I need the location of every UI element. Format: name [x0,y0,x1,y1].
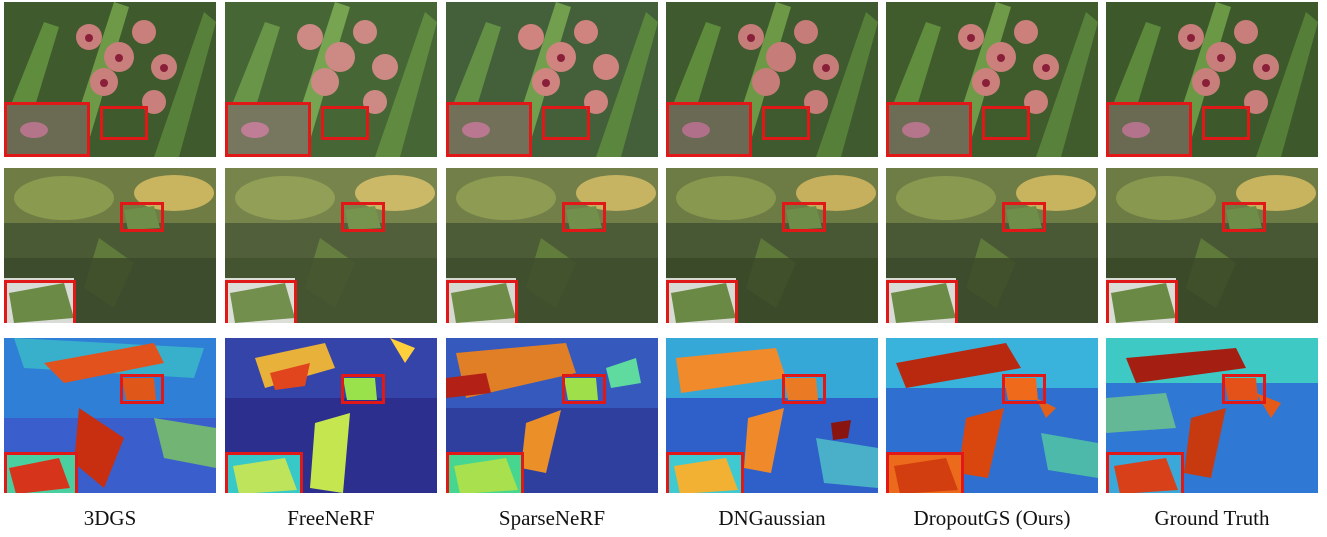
roi-box [782,374,826,404]
leaves-render-sparsenerf [446,168,658,323]
roi-box [762,106,810,140]
leaves-ground-truth [1106,168,1318,323]
zoom-inset [1106,452,1184,493]
zoom-inset [1106,280,1178,323]
orchids-render-sparsenerf [446,2,658,157]
roi-box [341,374,385,404]
zoom-inset [666,280,738,323]
leaves-render-freenerf [225,168,437,323]
roi-box [542,106,590,140]
roi-box [1222,374,1266,404]
orchids-ground-truth [1106,2,1318,157]
orchids-render-dropoutgs [886,2,1098,157]
zoom-inset [225,280,297,323]
roi-box [1002,374,1046,404]
method-label-sparsenerf: SparseNeRF [498,506,606,530]
roi-box [120,202,164,232]
orchids-render-freenerf [225,2,437,157]
method-label-dngaussian: DNGaussian [718,506,826,530]
zoom-inset [4,452,78,493]
leaves-render-dngaussian [666,168,878,323]
roi-box [1202,106,1250,140]
zoom-inset [666,102,752,157]
roi-box [1002,202,1046,232]
zoom-inset [446,102,532,157]
zoom-inset [446,280,518,323]
zoom-inset [446,452,524,493]
roi-box [120,374,164,404]
roi-box [782,202,826,232]
orchids-render-3dgs [4,2,216,157]
zoom-inset [886,280,958,323]
roi-box [100,106,148,140]
roi-box [321,106,369,140]
roi-box [1222,202,1266,232]
zoom-inset [225,452,303,493]
zoom-inset [4,102,90,157]
depth-map-3dgs [4,338,216,493]
method-label-dropoutgs: DropoutGS (Ours) [913,506,1071,530]
leaves-render-3dgs [4,168,216,323]
depth-map-freenerf [225,338,437,493]
zoom-inset [225,102,311,157]
roi-box [562,374,606,404]
orchids-render-dngaussian [666,2,878,157]
zoom-inset [1106,102,1192,157]
zoom-inset [666,452,744,493]
method-label-freenerf: FreeNeRF [287,506,375,530]
method-label-3dgs: 3DGS [83,506,137,530]
roi-box [982,106,1030,140]
zoom-inset [4,280,76,323]
depth-map-dropoutgs [886,338,1098,493]
roi-box [562,202,606,232]
zoom-inset [886,452,964,493]
depth-map-dngaussian [666,338,878,493]
roi-box [341,202,385,232]
comparison-grid [4,2,1322,499]
leaves-render-dropoutgs [886,168,1098,323]
depth-map-sparsenerf [446,338,658,493]
depth-map-ground-truth [1106,338,1318,493]
method-label-ground-truth: Ground Truth [1154,506,1270,530]
zoom-inset [886,102,972,157]
